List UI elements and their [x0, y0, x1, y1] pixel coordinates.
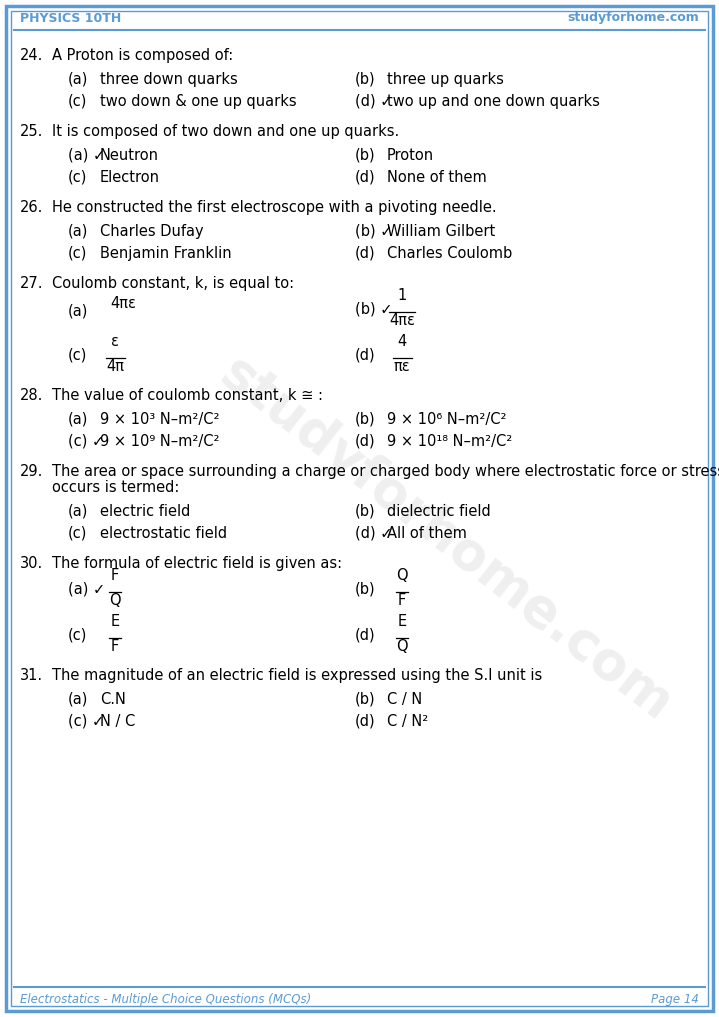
Text: N / C: N / C [100, 714, 135, 729]
Text: two up and one down quarks: two up and one down quarks [387, 94, 600, 109]
Text: (a): (a) [68, 692, 88, 707]
Text: (c): (c) [68, 526, 88, 541]
Text: (b): (b) [355, 148, 375, 163]
Text: None of them: None of them [387, 170, 487, 185]
Text: (c): (c) [68, 348, 88, 363]
Text: πε: πε [394, 359, 411, 374]
Text: (a): (a) [68, 72, 88, 87]
Text: Charles Coulomb: Charles Coulomb [387, 246, 512, 261]
Text: (c): (c) [68, 170, 88, 185]
Text: 29.: 29. [20, 464, 43, 479]
Text: Q: Q [396, 639, 408, 654]
Text: (b): (b) [355, 412, 375, 427]
Text: F: F [111, 639, 119, 654]
Text: (d): (d) [355, 348, 375, 363]
Text: 1: 1 [398, 288, 407, 303]
Text: F: F [111, 569, 119, 583]
Text: 26.: 26. [20, 200, 43, 215]
Text: It is composed of two down and one up quarks.: It is composed of two down and one up qu… [52, 124, 399, 139]
Text: A Proton is composed of:: A Proton is composed of: [52, 48, 233, 63]
Text: (a) ✓: (a) ✓ [68, 148, 105, 163]
Text: studyforhome.com: studyforhome.com [210, 347, 682, 731]
Text: (b) ✓: (b) ✓ [355, 302, 393, 317]
Text: E: E [111, 614, 119, 629]
Text: 9 × 10³ N–m²/C²: 9 × 10³ N–m²/C² [100, 412, 219, 427]
Text: electric field: electric field [100, 504, 191, 519]
Text: (c): (c) [68, 94, 88, 109]
Text: three up quarks: three up quarks [387, 72, 504, 87]
Text: Benjamin Franklin: Benjamin Franklin [100, 246, 232, 261]
Text: 25.: 25. [20, 124, 43, 139]
Text: (d): (d) [355, 714, 375, 729]
Text: 9 × 10¹⁸ N–m²/C²: 9 × 10¹⁸ N–m²/C² [387, 434, 512, 448]
Text: 4π: 4π [106, 359, 124, 374]
Text: dielectric field: dielectric field [387, 504, 491, 519]
Text: (d) ✓: (d) ✓ [355, 94, 393, 109]
Text: (c): (c) [68, 629, 88, 643]
Text: 9 × 10⁶ N–m²/C²: 9 × 10⁶ N–m²/C² [387, 412, 506, 427]
Text: (b): (b) [355, 504, 375, 519]
Text: (a) ✓: (a) ✓ [68, 582, 105, 597]
Text: electrostatic field: electrostatic field [100, 526, 227, 541]
Text: 4πε: 4πε [110, 297, 136, 311]
Text: occurs is termed:: occurs is termed: [52, 480, 179, 495]
Text: (a): (a) [68, 504, 88, 519]
Text: (d): (d) [355, 629, 375, 643]
Text: 31.: 31. [20, 668, 43, 683]
Text: C / N²: C / N² [387, 714, 429, 729]
Text: Q: Q [396, 569, 408, 583]
Text: PHYSICS 10TH: PHYSICS 10TH [20, 11, 122, 24]
Text: All of them: All of them [387, 526, 467, 541]
Text: (d) ✓: (d) ✓ [355, 526, 393, 541]
Text: The formula of electric field is given as:: The formula of electric field is given a… [52, 556, 342, 571]
Text: F: F [398, 593, 406, 608]
Text: (a): (a) [68, 304, 88, 319]
Text: C / N: C / N [387, 692, 422, 707]
Text: ε: ε [111, 334, 119, 349]
Text: (c): (c) [68, 246, 88, 261]
Text: Electrostatics - Multiple Choice Questions (MCQs): Electrostatics - Multiple Choice Questio… [20, 993, 311, 1006]
Text: 27.: 27. [20, 276, 44, 291]
Text: (d): (d) [355, 170, 375, 185]
Text: 28.: 28. [20, 388, 43, 403]
Text: two down & one up quarks: two down & one up quarks [100, 94, 297, 109]
Text: Coulomb constant, k, is equal to:: Coulomb constant, k, is equal to: [52, 276, 294, 291]
Text: The value of coulomb constant, k ≅ :: The value of coulomb constant, k ≅ : [52, 388, 323, 403]
Text: 4: 4 [398, 334, 407, 349]
Text: (b): (b) [355, 582, 375, 597]
Text: 9 × 10⁹ N–m²/C²: 9 × 10⁹ N–m²/C² [100, 434, 219, 448]
Text: (a): (a) [68, 412, 88, 427]
Text: 24.: 24. [20, 48, 43, 63]
Text: (b): (b) [355, 692, 375, 707]
Text: studyforhome.com: studyforhome.com [567, 11, 699, 24]
Text: Proton: Proton [387, 148, 434, 163]
Text: The area or space surrounding a charge or charged body where electrostatic force: The area or space surrounding a charge o… [52, 464, 719, 479]
Text: Page 14: Page 14 [651, 993, 699, 1006]
Text: William Gilbert: William Gilbert [387, 224, 495, 239]
Text: C.N: C.N [100, 692, 126, 707]
Text: (b): (b) [355, 72, 375, 87]
Text: Neutron: Neutron [100, 148, 159, 163]
Text: 30.: 30. [20, 556, 43, 571]
Text: Q: Q [109, 593, 121, 608]
Text: (d): (d) [355, 434, 375, 448]
Text: The magnitude of an electric field is expressed using the S.I unit is: The magnitude of an electric field is ex… [52, 668, 542, 683]
Text: He constructed the first electroscope with a pivoting needle.: He constructed the first electroscope wi… [52, 200, 497, 215]
Text: Electron: Electron [100, 170, 160, 185]
Text: three down quarks: three down quarks [100, 72, 238, 87]
Text: (d): (d) [355, 246, 375, 261]
Text: (b) ✓: (b) ✓ [355, 224, 393, 239]
Text: (c) ✓: (c) ✓ [68, 434, 104, 448]
Text: E: E [398, 614, 406, 629]
Text: (c) ✓: (c) ✓ [68, 714, 104, 729]
Text: (a): (a) [68, 224, 88, 239]
Text: 4πε: 4πε [389, 313, 415, 328]
Text: Charles Dufay: Charles Dufay [100, 224, 203, 239]
